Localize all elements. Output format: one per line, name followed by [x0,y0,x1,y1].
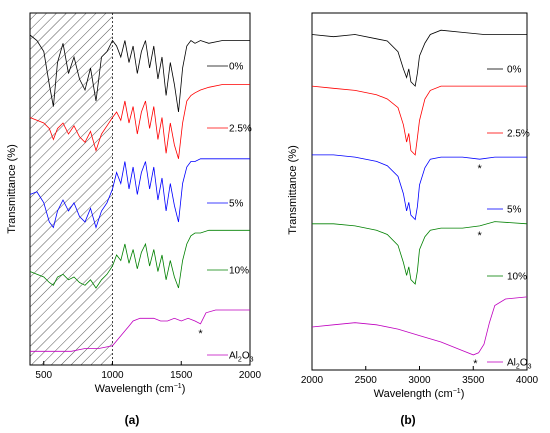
series-line-al2o3 [30,309,250,352]
series-line-25 [29,84,250,159]
y-axis-label-b: Transmittance (%) [287,145,299,234]
plot-frame-a [29,12,251,366]
legend-label: 2.5% [507,129,530,140]
legend-label: 0% [229,62,244,73]
series-line-5 [29,158,250,229]
x-tick-label: 1500 [170,370,193,381]
y-axis-label-a: Transmittance (%) [6,144,18,233]
x-tick-label: 3000 [408,375,431,386]
series-line-0 [29,34,250,113]
x-tick-label: 2000 [239,370,262,381]
panel-a: 500 1000 1500 2000 0% 2.5% 5% 10% Al2O3 * Trans… [6,12,262,427]
x-axis-label-a: Wavelength (cm−1) [95,383,186,395]
legend-label: 10% [229,266,249,277]
x-tick-label: 2000 [301,375,324,386]
series-line-0 [311,29,527,87]
peak-asterisk: * [198,328,203,340]
peak-asterisk: * [478,163,483,175]
series-line-25 [311,85,527,156]
x-tick-label: 2500 [355,375,378,386]
legend-label: Al2O3 [229,351,254,364]
x-tick-label: 1000 [101,370,124,381]
legend-label: 2.5% [229,124,252,135]
series-line-al2o3 [311,296,528,356]
x-tick-label: 500 [35,370,52,381]
legend-label: Al2O3 [507,358,532,371]
legend-label: 10% [507,272,527,283]
peak-asterisk: * [473,358,478,370]
panel-label-b: (b) [400,413,415,427]
x-tick-label: 4000 [516,375,539,386]
legend-label: 5% [507,205,522,216]
plot-frame-b [311,12,528,371]
x-tick-label: 3500 [462,375,485,386]
x-axis-label-b: Wavelength (cm−1) [374,388,465,400]
legend-label: 0% [507,65,522,76]
peak-asterisk: * [478,230,483,242]
legend-label: 5% [229,199,244,210]
panel-label-a: (a) [125,413,140,427]
hatched-region [30,13,113,365]
panel-b: 2000 2500 3000 3500 4000 0% 2.5% 5% 10% Al2O3 * *… [287,12,539,427]
series-line-10 [312,221,528,285]
series-line-10 [29,229,250,289]
series-line-5 [312,154,527,221]
